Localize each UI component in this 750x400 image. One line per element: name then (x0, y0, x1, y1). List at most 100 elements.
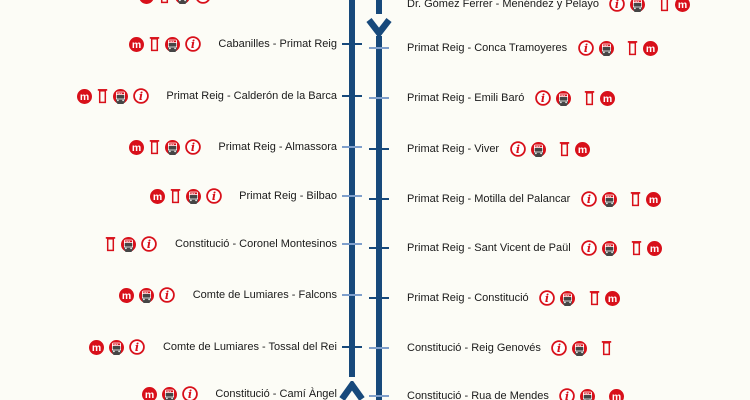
shelter-icon[interactable] (659, 0, 670, 12)
info-icon[interactable]: i (141, 236, 158, 252)
svg-text:m: m (153, 191, 162, 203)
bus-icon[interactable] (175, 0, 190, 4)
bus-icon[interactable] (139, 287, 155, 303)
metro-icon[interactable]: m (128, 139, 144, 155)
shelter-icon[interactable] (627, 40, 638, 56)
bus-icon[interactable] (164, 139, 180, 155)
route-line-right (376, 36, 382, 400)
stop-label: Comte de Lumiares - Tossal del Rei (162, 341, 337, 353)
metro-icon[interactable]: m (600, 90, 616, 106)
shelter-icon[interactable] (97, 88, 108, 104)
info-icon[interactable]: i (539, 290, 555, 306)
info-icon[interactable]: i (535, 90, 551, 106)
stop-label: Constitució - Reig Genovés (407, 342, 541, 354)
stop-row: m i Primat Reig - Calderón de la Barca (0, 86, 337, 106)
bus-icon[interactable] (112, 88, 128, 104)
info-icon[interactable]: i (129, 339, 146, 355)
svg-text:m: m (92, 342, 101, 354)
info-icon[interactable]: i (559, 388, 576, 400)
bus-icon[interactable] (161, 386, 177, 400)
stop-row: Primat Reig - Motilla del Palancar i m (407, 189, 750, 209)
metro-icon[interactable]: m (608, 388, 624, 400)
stop-tick (369, 247, 389, 249)
bus-icon[interactable] (121, 236, 137, 252)
stop-tick (369, 297, 389, 299)
bus-icon[interactable] (560, 290, 576, 306)
info-icon[interactable]: i (133, 88, 149, 104)
stop-tick (369, 198, 389, 200)
bus-icon[interactable] (109, 339, 125, 355)
metro-icon[interactable]: m (643, 40, 659, 56)
bus-icon[interactable] (598, 40, 614, 56)
info-icon[interactable]: i (185, 36, 201, 52)
shelter-icon[interactable] (159, 0, 170, 4)
stop-tick (342, 95, 362, 97)
metro-icon[interactable]: m (646, 240, 662, 256)
svg-text:i: i (615, 0, 619, 11)
bus-icon[interactable] (530, 141, 546, 157)
stop-row: m i Constitució - Camí Àngel (0, 384, 337, 400)
svg-text:i: i (557, 342, 561, 355)
shelter-icon[interactable] (559, 141, 570, 157)
route-line-right (376, 0, 382, 14)
bus-icon[interactable] (602, 240, 618, 256)
info-icon[interactable]: i (581, 240, 597, 256)
svg-text:m: m (132, 39, 141, 51)
info-icon[interactable]: i (182, 386, 198, 400)
bus-icon[interactable] (572, 340, 588, 356)
metro-icon[interactable]: m (139, 0, 154, 4)
stop-label: Primat Reig - Viver (407, 143, 500, 155)
metro-icon[interactable]: m (646, 191, 662, 207)
info-icon[interactable]: i (185, 139, 201, 155)
shelter-icon[interactable] (170, 188, 181, 204)
metro-icon[interactable]: m (575, 141, 591, 157)
metro-icon[interactable]: m (76, 88, 92, 104)
stop-row: i Constitució - Coronel Montesinos (0, 234, 337, 254)
shelter-icon[interactable] (631, 240, 642, 256)
shelter-icon[interactable] (584, 90, 595, 106)
svg-text:m: m (650, 243, 659, 255)
info-icon[interactable]: i (577, 40, 594, 56)
bus-icon[interactable] (185, 188, 201, 204)
bus-icon[interactable] (555, 90, 571, 106)
stop-tick (342, 294, 362, 296)
stop-row: m i Comte de Lumiares - Falcons (0, 285, 337, 305)
info-icon[interactable]: i (609, 0, 626, 12)
metro-icon[interactable]: m (119, 287, 135, 303)
shelter-icon[interactable] (149, 36, 160, 52)
stop-row: Primat Reig - Viver i m (407, 139, 750, 159)
svg-text:i: i (516, 143, 520, 156)
info-icon[interactable]: i (509, 141, 526, 157)
metro-icon[interactable]: m (141, 386, 157, 400)
bus-icon[interactable] (164, 36, 180, 52)
stop-label: Constitució - Rua de Mendes (407, 390, 549, 400)
bus-icon[interactable] (630, 0, 646, 12)
info-icon[interactable]: i (159, 287, 176, 303)
stop-label: Constitució - Camí Àngel (215, 388, 337, 400)
shelter-icon[interactable] (149, 139, 160, 155)
metro-icon[interactable]: m (89, 339, 105, 355)
info-icon[interactable]: i (580, 191, 597, 207)
stop-label: Comte de Lumiares - Falcons (192, 289, 337, 301)
stop-row: m i Cabanilles - Primat Reig (0, 34, 337, 54)
info-icon[interactable]: i (205, 188, 222, 204)
svg-text:m: m (646, 43, 655, 55)
shelter-icon[interactable] (105, 236, 116, 252)
shelter-icon[interactable] (630, 191, 641, 207)
stop-tick (342, 43, 362, 45)
shelter-icon[interactable] (589, 290, 600, 306)
info-icon[interactable]: i (551, 340, 568, 356)
metro-icon[interactable]: m (149, 188, 165, 204)
svg-text:i: i (587, 242, 591, 255)
metro-icon[interactable]: m (674, 0, 690, 12)
bus-icon[interactable] (601, 191, 617, 207)
stop-label: Primat Reig - Calderón de la Barca (166, 90, 337, 102)
metro-icon[interactable]: m (604, 290, 620, 306)
stop-label: Primat Reig - Motilla del Palancar (407, 193, 571, 205)
info-icon[interactable]: i (195, 0, 211, 4)
metro-icon[interactable]: m (128, 36, 144, 52)
shelter-icon[interactable] (601, 340, 612, 356)
svg-text:m: m (132, 142, 141, 154)
bus-icon[interactable] (580, 388, 596, 400)
